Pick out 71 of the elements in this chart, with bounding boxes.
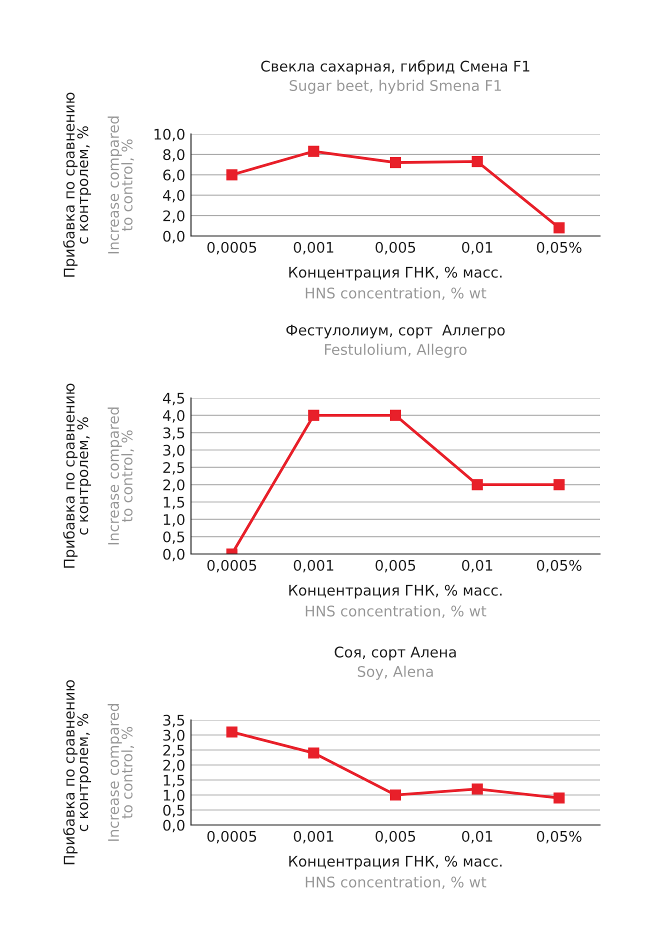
x-tick-label: 0,05% <box>536 242 582 254</box>
text: Increase compared to control, % <box>108 116 134 254</box>
y-tick-label: 3,5 <box>163 427 184 440</box>
y-tick-label: 3,0 <box>163 444 184 458</box>
y-tick-label: 0,0 <box>163 230 184 244</box>
y-tick-label: 2,5 <box>163 744 184 758</box>
x-tick-label: 0,001 <box>294 560 334 572</box>
x-tick-label: 0,0005 <box>207 830 256 844</box>
y-tick-label: 4,0 <box>162 410 184 423</box>
y-axis-title: Прибавка по сравнению с контролем, % <box>63 384 92 568</box>
point <box>554 792 565 804</box>
point <box>472 479 483 490</box>
y-tick-label: 2,0 <box>163 760 184 772</box>
chart-title: Свекла сахарная, гибрид Смена F1 <box>261 60 530 75</box>
x-tick-label: 0,005 <box>376 830 416 844</box>
y-tick-label: 1,5 <box>164 774 184 788</box>
text: Increase compared to control, % <box>108 408 134 544</box>
point <box>554 222 565 234</box>
point <box>472 783 483 795</box>
y-tick-label: 4,5 <box>162 392 184 406</box>
text: HNS concentration, % wt <box>306 876 486 890</box>
x-tick-label: 0,0005 <box>207 560 256 572</box>
point <box>390 157 402 168</box>
y-tick-label: 0,5 <box>163 531 184 544</box>
y-tick-label: 8,0 <box>163 149 184 162</box>
y-tick-label: 3,0 <box>163 730 184 742</box>
x-tick-label: 0,001 <box>294 242 334 254</box>
x-tick-label: 0,001 <box>294 830 334 844</box>
chart-subtitle: Festulolium, Allegro <box>325 344 467 358</box>
y-axis-title: Прибавка по сравнению с контролем, % <box>63 92 92 277</box>
point <box>226 169 238 180</box>
text: HNS concentration, % wt <box>306 287 486 300</box>
chart-subtitle: Soy, Alena <box>358 666 433 680</box>
y-tick-label: 6,0 <box>163 170 184 182</box>
x-axis-title: Концентрация ГНК, % масс. <box>289 584 502 599</box>
y-tick-label: 1,0 <box>164 514 184 527</box>
x-tick-label: 0,01 <box>462 830 492 844</box>
x-tick-label: 0,0005 <box>207 242 256 254</box>
x-tick-label: 0,005 <box>376 242 416 254</box>
x-tick-label: 0,01 <box>462 560 492 572</box>
x-axis-title: Концентрация ГНК, % масс. <box>289 856 502 870</box>
y-tick-label: 1,0 <box>164 790 184 802</box>
x-tick-label: 0,05% <box>536 830 582 844</box>
y-tick-label: 2,0 <box>163 479 184 492</box>
point <box>472 156 483 168</box>
point <box>308 410 320 421</box>
y-tick-label: 0,0 <box>163 548 184 562</box>
x-tick-label: 0,005 <box>376 560 416 572</box>
point <box>308 747 320 759</box>
chart-subtitle: Sugar beet, hybrid Smena F1 <box>290 80 501 94</box>
point <box>390 789 402 801</box>
point <box>308 146 320 157</box>
chart-title: Фестулолиум, сорт Аллегро <box>286 324 505 338</box>
y-tick-label: 1,5 <box>164 496 184 510</box>
point <box>554 479 565 490</box>
y-tick-label: 0,5 <box>163 804 184 818</box>
x-axis-title: Концентрация ГНК, % масс. <box>289 266 502 281</box>
y-axis-title: Прибавка по сравнению с контролем, % <box>63 680 92 864</box>
text: Increase compared to control, % <box>108 704 134 841</box>
point <box>226 726 238 738</box>
text: HNS concentration, % wt <box>306 605 486 618</box>
chart-title: Соя, сорт Алена <box>334 646 456 660</box>
y-tick-label: 10,0 <box>154 128 184 142</box>
x-tick-label: 0,05% <box>536 560 582 572</box>
y-tick-label: 3,5 <box>163 714 184 728</box>
y-tick-label: 4,0 <box>162 190 184 202</box>
y-tick-label: 2,0 <box>163 210 184 223</box>
point <box>390 410 402 421</box>
y-tick-label: 0,0 <box>163 820 184 832</box>
x-tick-label: 0,01 <box>462 242 492 254</box>
y-tick-label: 2,5 <box>163 462 184 475</box>
